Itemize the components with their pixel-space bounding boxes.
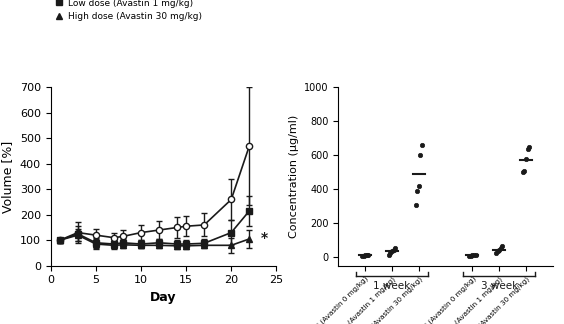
Legend: Control (Avastin 0 mg/kg), Low dose (Avastin 1 mg/kg), High dose (Avastin 30 mg/: Control (Avastin 0 mg/kg), Low dose (Ava…	[51, 0, 205, 25]
Point	[413, 189, 422, 194]
Point	[491, 250, 500, 256]
Point	[358, 254, 367, 259]
Point	[359, 253, 368, 259]
Point	[471, 252, 480, 257]
Text: 3 week: 3 week	[481, 281, 518, 291]
Point	[495, 247, 504, 252]
Point	[384, 252, 393, 257]
Point	[417, 143, 426, 148]
Point	[523, 146, 532, 151]
Point	[518, 170, 527, 175]
Point	[386, 250, 395, 256]
Point	[391, 246, 400, 251]
Point	[362, 253, 371, 258]
Point	[496, 245, 505, 250]
Point	[411, 202, 420, 207]
Point	[416, 153, 425, 158]
Point	[465, 254, 474, 259]
Y-axis label: Concentration (μg/ml): Concentration (μg/ml)	[289, 115, 298, 238]
Point	[522, 156, 531, 161]
Y-axis label: Volume [%]: Volume [%]	[1, 141, 14, 213]
Point	[466, 253, 475, 259]
Point	[469, 253, 478, 258]
Point	[520, 168, 529, 173]
Point	[468, 253, 477, 258]
Point	[414, 183, 423, 189]
X-axis label: Day: Day	[151, 291, 177, 304]
Text: 1 week: 1 week	[373, 281, 411, 291]
Point	[364, 252, 373, 257]
Point	[525, 144, 534, 149]
Text: *: *	[261, 231, 268, 245]
Point	[387, 249, 396, 254]
Point	[498, 244, 507, 249]
Point	[361, 253, 370, 258]
Point	[493, 249, 502, 254]
Point	[389, 247, 398, 252]
